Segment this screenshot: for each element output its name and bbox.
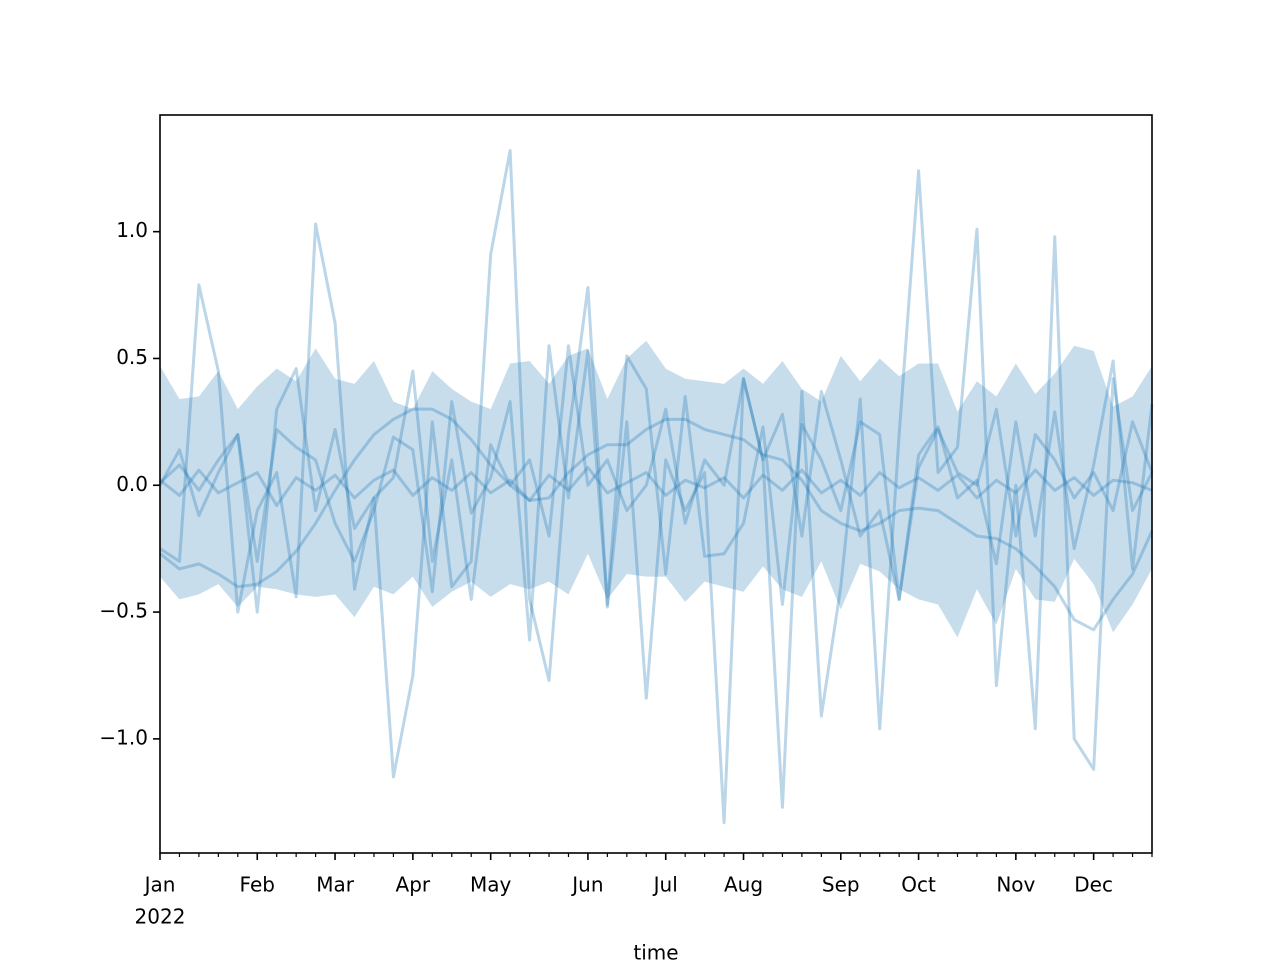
y-tick-label: 1.0 — [116, 218, 148, 242]
x-tick-label: May — [470, 873, 512, 897]
x-tick-label: Nov — [996, 873, 1035, 897]
x-tick-label: Feb — [240, 873, 275, 897]
y-tick-label: −1.0 — [99, 725, 148, 749]
y-tick-label: −0.5 — [99, 599, 148, 623]
x-tick-label: Oct — [901, 873, 936, 897]
x-tick-label: Jun — [570, 873, 603, 897]
x-tick-label: Aug — [724, 873, 763, 897]
band-area — [160, 340, 1152, 638]
series-line — [158, 344, 1154, 614]
series-line — [159, 149, 1154, 825]
series-line — [159, 466, 1153, 508]
x-axis-label: time — [633, 941, 678, 960]
y-tick-label: 0.0 — [116, 472, 148, 496]
x-tick-label: Apr — [396, 873, 431, 897]
plot-frame — [159, 114, 1153, 854]
x-tick-label: Dec — [1074, 873, 1113, 897]
x-tick-label: Jul — [652, 873, 678, 897]
series-line — [158, 344, 1154, 642]
x-tick-label: Jan — [143, 873, 176, 897]
y-tick-label: 0.5 — [116, 345, 148, 369]
x-tick-label: Sep — [822, 873, 860, 897]
x-sublabel: 2022 — [135, 905, 186, 929]
series-line — [159, 407, 1154, 632]
x-tick-label: Mar — [316, 873, 355, 897]
